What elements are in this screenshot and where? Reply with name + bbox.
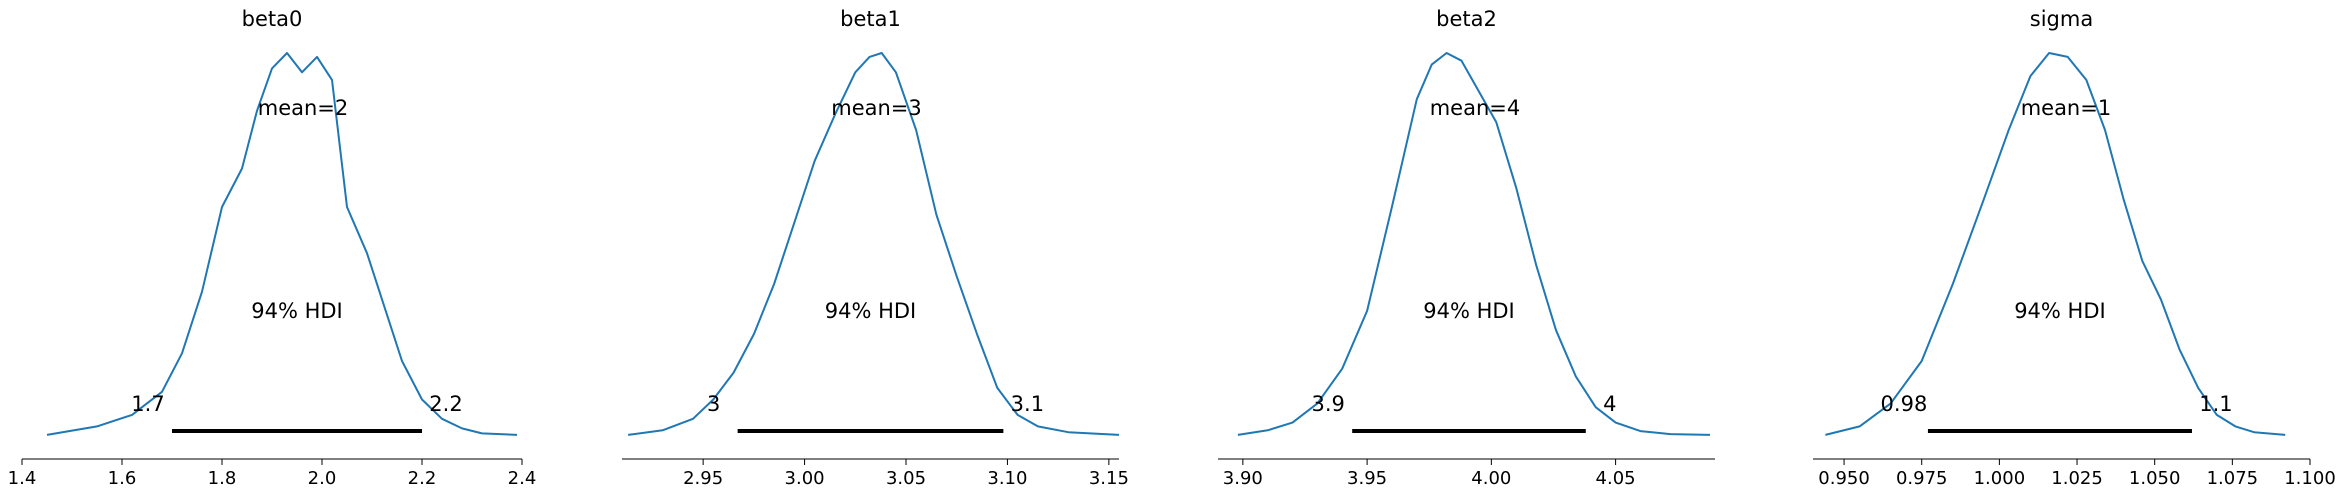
panel-title: beta0: [242, 7, 303, 31]
x-tick-label: 1.075: [2207, 468, 2259, 489]
hdi-low-label: 3: [707, 392, 720, 416]
mean-label: mean=2: [258, 96, 349, 120]
hdi-high-label: 2.2: [429, 392, 462, 416]
density-curve: [46, 52, 518, 436]
mean-label: mean=3: [831, 96, 922, 120]
x-tick-label: 2.4: [508, 468, 537, 489]
hdi-label: 94% HDI: [825, 299, 917, 323]
x-tick-label: 1.8: [208, 468, 237, 489]
hdi-high-label: 3.1: [1011, 392, 1044, 416]
density-curve: [627, 52, 1120, 436]
panel-title: beta2: [1436, 7, 1497, 31]
density-curve: [1825, 52, 2286, 436]
hdi-label: 94% HDI: [2014, 299, 2106, 323]
x-tick-label: 2.95: [683, 468, 723, 489]
x-tick-label: 1.025: [2051, 468, 2103, 489]
hdi-label: 94% HDI: [251, 299, 343, 323]
hdi-low-label: 3.9: [1311, 392, 1344, 416]
hdi-high-label: 4: [1603, 392, 1616, 416]
hdi-high-label: 1.1: [2199, 392, 2232, 416]
panel-sigma: sigma 0.950 0.975 1.000 1.025 1.050 1.075 1.100…: [1813, 7, 2336, 489]
x-tick-label: 1.050: [2129, 468, 2181, 489]
panel-title: beta1: [840, 7, 901, 31]
mean-label: mean=1: [2021, 96, 2112, 120]
hdi-low-label: 1.7: [131, 392, 164, 416]
x-tick-label: 4.00: [1471, 468, 1511, 489]
x-tick-label: 3.15: [1089, 468, 1129, 489]
mean-label: mean=4: [1430, 96, 1521, 120]
panel-title: sigma: [2030, 7, 2093, 31]
x-tick-label: 4.05: [1596, 468, 1636, 489]
x-tick-label: 3.05: [886, 468, 926, 489]
panel-beta1: beta1 2.95 3.00 3.05 3.10 3.15 3 3.1 94% HDI mean…: [622, 7, 1129, 489]
x-tick-label: 3.10: [987, 468, 1027, 489]
x-tick-label: 3.90: [1223, 468, 1263, 489]
x-tick-label: 1.6: [108, 468, 137, 489]
x-tick-label: 0.975: [1896, 468, 1948, 489]
x-tick-label: 3.00: [785, 468, 825, 489]
x-tick-label: 3.95: [1347, 468, 1387, 489]
x-tick-label: 0.950: [1818, 468, 1870, 489]
density-curve: [1237, 52, 1711, 436]
x-tick-label: 1.100: [2284, 468, 2336, 489]
x-tick-label: 2.2: [408, 468, 437, 489]
hdi-low-label: 0.98: [1881, 392, 1928, 416]
panel-beta2: beta2 3.90 3.95 4.00 4.05 3.9 4 94% HDI mean=4: [1218, 7, 1715, 489]
x-tick-label: 1.000: [1974, 468, 2026, 489]
x-tick-label: 2.0: [308, 468, 337, 489]
hdi-label: 94% HDI: [1423, 299, 1515, 323]
panel-beta0: beta0 1.4 1.6 1.8 2.0 2.2 2.4 1.7 2.2 94% HDI mean…: [8, 7, 537, 489]
x-tick-label: 1.4: [8, 468, 37, 489]
